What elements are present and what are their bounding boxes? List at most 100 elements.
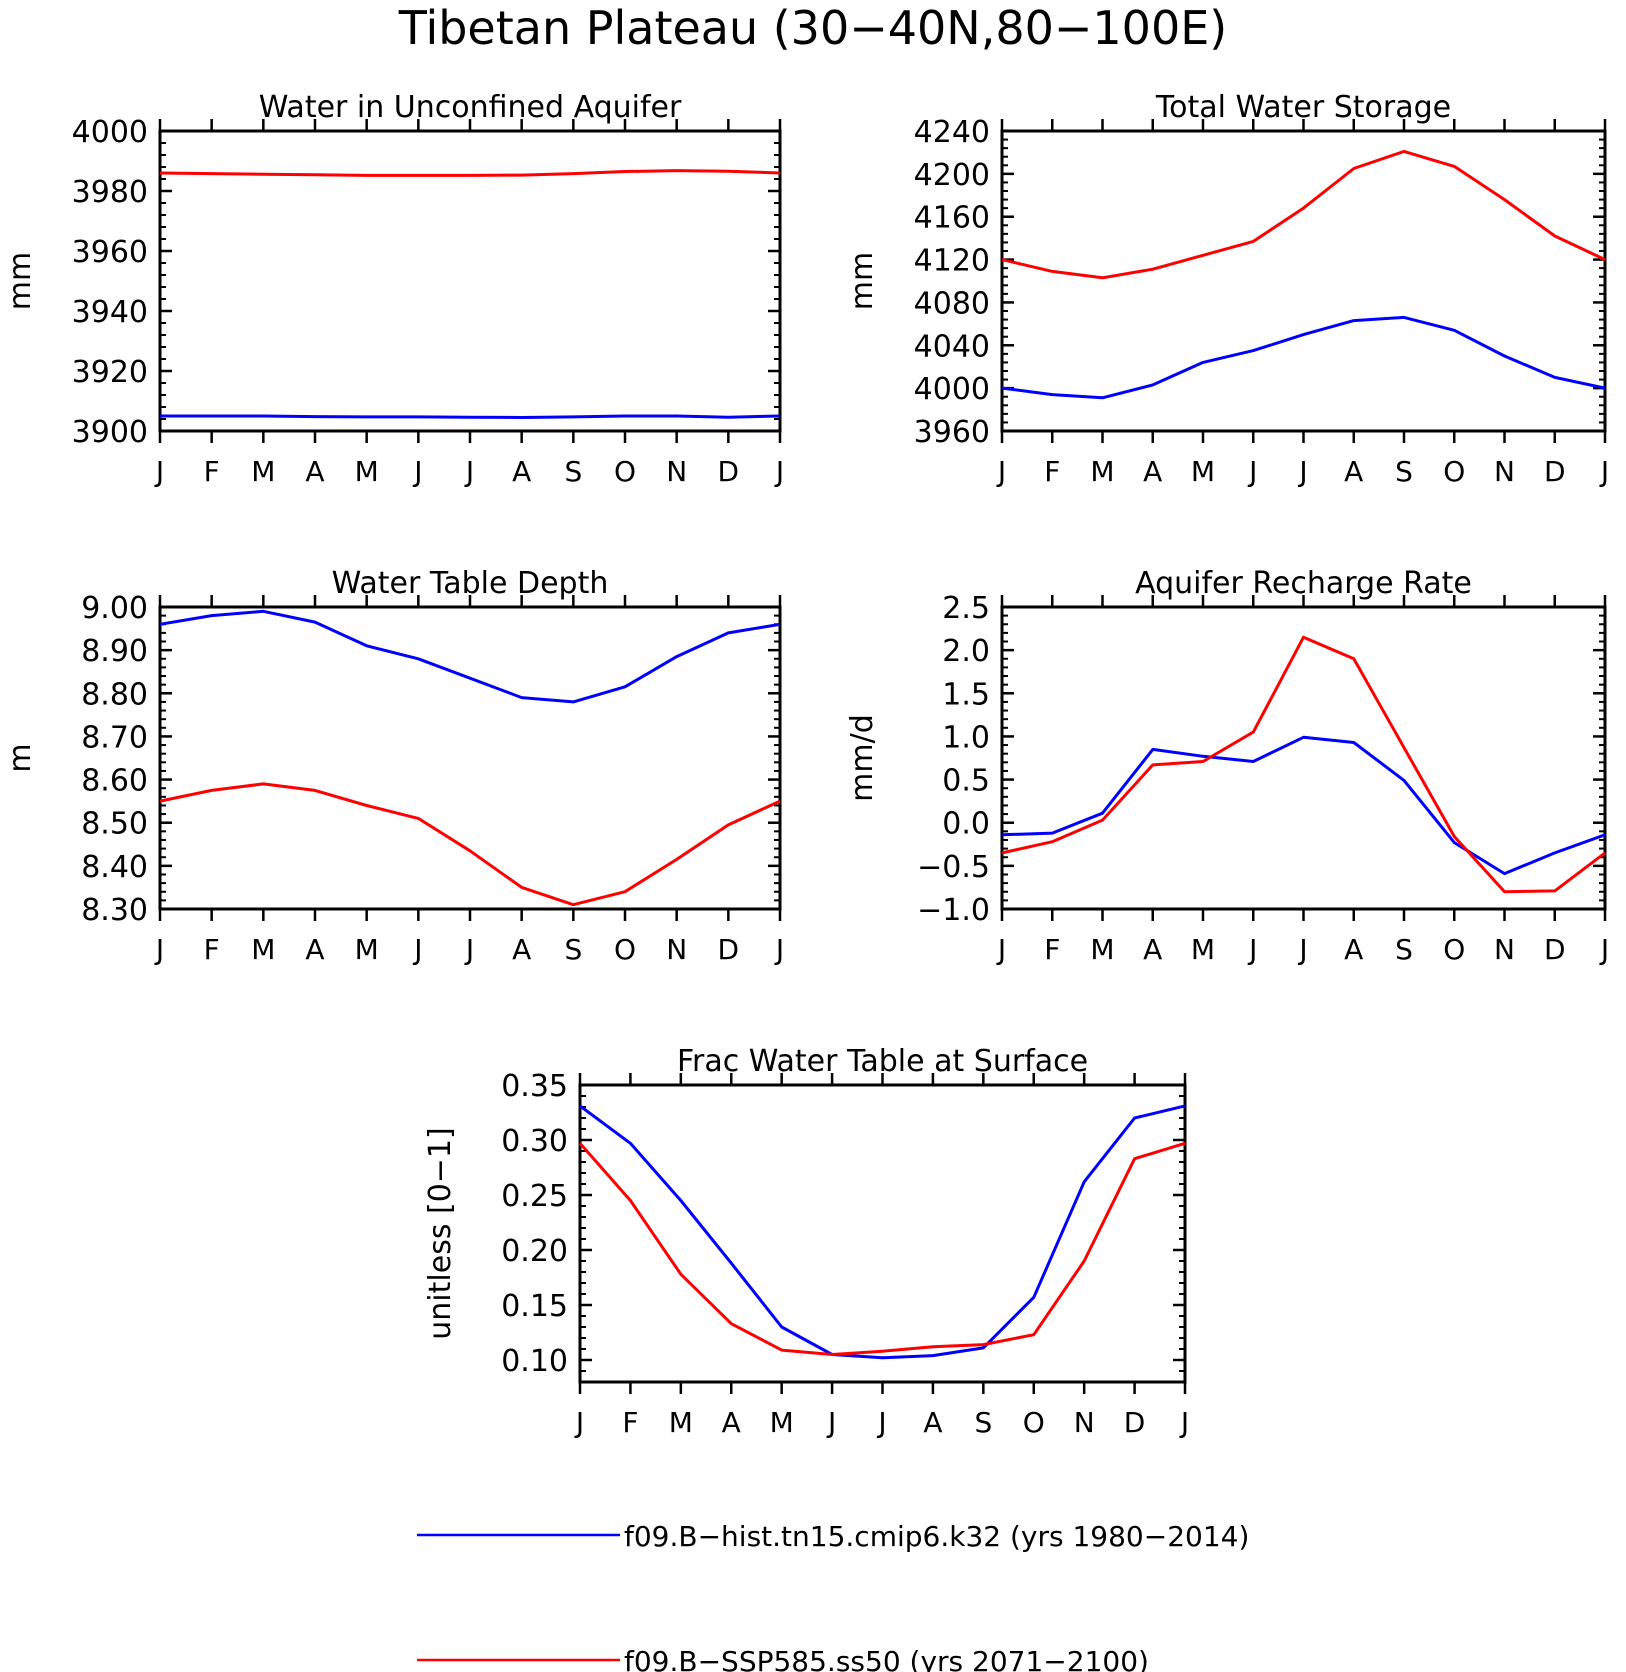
x-tick-label: D bbox=[718, 933, 740, 966]
y-tick-label: 0.10 bbox=[501, 1344, 568, 1379]
x-tick-label: J bbox=[1599, 455, 1609, 488]
x-tick-label: O bbox=[1443, 455, 1465, 488]
y-tick-label: 4000 bbox=[72, 115, 148, 150]
y-tick-label: 3980 bbox=[72, 175, 148, 210]
legend-label-ssp585: f09.B−SSP585.ss50 (yrs 2071−2100) bbox=[624, 1645, 1149, 1672]
series-line-ssp585 bbox=[159, 169, 781, 177]
y-tick-label: 3940 bbox=[72, 295, 148, 330]
chart-panel-2: Total Water Storage396040004040408041204… bbox=[845, 90, 1609, 488]
plot-frame bbox=[1000, 129, 1607, 433]
x-tick-label: M bbox=[1090, 933, 1114, 966]
y-tick-label: 0.5 bbox=[942, 764, 990, 799]
x-tick-label: N bbox=[666, 455, 687, 488]
x-tick-label: J bbox=[996, 455, 1006, 488]
x-tick-label: N bbox=[1494, 933, 1515, 966]
y-tick-label: 2.5 bbox=[942, 591, 990, 626]
series-line-hist bbox=[159, 609, 781, 704]
plot-frame bbox=[1000, 605, 1607, 911]
series-line-hist bbox=[579, 1104, 1186, 1360]
series-line-ssp585 bbox=[159, 782, 781, 907]
series-line-ssp585 bbox=[1001, 149, 1606, 280]
x-tick-label: J bbox=[826, 1406, 836, 1439]
x-tick-label: S bbox=[974, 1406, 992, 1439]
y-tick-label: 3920 bbox=[72, 355, 148, 390]
x-tick-label: M bbox=[355, 933, 379, 966]
figure-title: Tibetan Plateau (30−40N,80−100E) bbox=[398, 1, 1227, 55]
x-tick-label: F bbox=[204, 933, 220, 966]
y-tick-label: 8.30 bbox=[81, 893, 148, 928]
chart-panel-5: Frac Water Table at Surface0.100.150.200… bbox=[423, 1044, 1189, 1439]
y-tick-label: −1.0 bbox=[917, 893, 990, 928]
x-tick-label: M bbox=[251, 933, 275, 966]
x-tick-label: A bbox=[1344, 455, 1363, 488]
x-tick-label: D bbox=[1544, 933, 1566, 966]
x-tick-label: J bbox=[464, 455, 474, 488]
x-tick-label: J bbox=[574, 1406, 584, 1439]
x-tick-label: O bbox=[1443, 933, 1465, 966]
y-axis-label: unitless [0−1] bbox=[423, 1127, 458, 1339]
x-tick-label: F bbox=[204, 455, 220, 488]
x-tick-label: J bbox=[774, 933, 784, 966]
y-tick-label: 0.0 bbox=[942, 807, 990, 842]
chart-panel-1: Water in Unconfined Aquifer3900392039403… bbox=[3, 90, 784, 488]
x-tick-label: M bbox=[355, 455, 379, 488]
y-tick-label: 3960 bbox=[72, 235, 148, 270]
legend-label-hist: f09.B−hist.tn15.cmip6.k32 (yrs 1980−2014… bbox=[624, 1520, 1249, 1553]
x-tick-label: A bbox=[305, 933, 324, 966]
y-tick-label: 8.90 bbox=[81, 634, 148, 669]
y-tick-label: 4000 bbox=[914, 372, 990, 407]
x-tick-label: A bbox=[1143, 933, 1162, 966]
y-tick-label: 0.20 bbox=[501, 1234, 568, 1269]
y-axis-label: m bbox=[3, 743, 38, 772]
x-tick-label: N bbox=[1494, 455, 1515, 488]
x-tick-label: A bbox=[512, 455, 531, 488]
x-tick-label: A bbox=[512, 933, 531, 966]
x-tick-label: J bbox=[1599, 933, 1609, 966]
x-tick-label: J bbox=[412, 933, 422, 966]
y-tick-label: 4040 bbox=[914, 329, 990, 364]
x-tick-label: J bbox=[1297, 933, 1307, 966]
x-tick-label: J bbox=[774, 455, 784, 488]
series-line-hist bbox=[160, 414, 781, 419]
x-tick-label: J bbox=[154, 455, 164, 488]
x-tick-label: J bbox=[1297, 455, 1307, 488]
x-tick-label: D bbox=[718, 455, 740, 488]
x-tick-label: J bbox=[154, 933, 164, 966]
y-tick-label: 0.30 bbox=[501, 1124, 568, 1159]
x-tick-label: N bbox=[1074, 1406, 1095, 1439]
x-tick-label: M bbox=[770, 1406, 794, 1439]
y-tick-label: 4120 bbox=[914, 244, 990, 279]
x-tick-label: O bbox=[614, 933, 636, 966]
chart-panel-3: Water Table Depth8.308.408.508.608.708.8… bbox=[3, 566, 784, 966]
x-tick-label: J bbox=[1179, 1406, 1189, 1439]
y-tick-label: 8.40 bbox=[81, 850, 148, 885]
y-tick-label: 2.0 bbox=[942, 634, 990, 669]
x-tick-label: F bbox=[622, 1406, 638, 1439]
x-tick-label: N bbox=[666, 933, 687, 966]
y-tick-label: 0.15 bbox=[501, 1289, 568, 1324]
y-tick-label: 3900 bbox=[72, 415, 148, 450]
y-axis-label: mm bbox=[3, 252, 38, 310]
x-tick-label: J bbox=[464, 933, 474, 966]
y-tick-label: 9.00 bbox=[81, 591, 148, 626]
y-tick-label: 4160 bbox=[914, 201, 990, 236]
y-tick-label: 8.60 bbox=[81, 764, 148, 799]
series-line-hist bbox=[1001, 315, 1606, 400]
x-tick-label: M bbox=[1090, 455, 1114, 488]
x-tick-label: J bbox=[1247, 933, 1257, 966]
x-tick-label: A bbox=[1344, 933, 1363, 966]
legend: f09.B−hist.tn15.cmip6.k32 (yrs 1980−2014… bbox=[417, 1520, 1249, 1672]
series-line-hist bbox=[1001, 735, 1606, 876]
x-tick-label: M bbox=[669, 1406, 693, 1439]
x-tick-label: F bbox=[1044, 455, 1060, 488]
x-tick-label: O bbox=[1023, 1406, 1045, 1439]
x-tick-label: S bbox=[564, 933, 582, 966]
y-tick-label: 1.0 bbox=[942, 720, 990, 755]
y-tick-label: −0.5 bbox=[917, 850, 990, 885]
chart-panel-4: Aquifer Recharge Rate−1.0−0.50.00.51.01.… bbox=[845, 566, 1609, 966]
y-tick-label: 8.70 bbox=[81, 720, 148, 755]
x-tick-label: S bbox=[1395, 455, 1413, 488]
x-tick-label: A bbox=[305, 455, 324, 488]
chart-panels: Water in Unconfined Aquifer3900392039403… bbox=[3, 90, 1609, 1439]
